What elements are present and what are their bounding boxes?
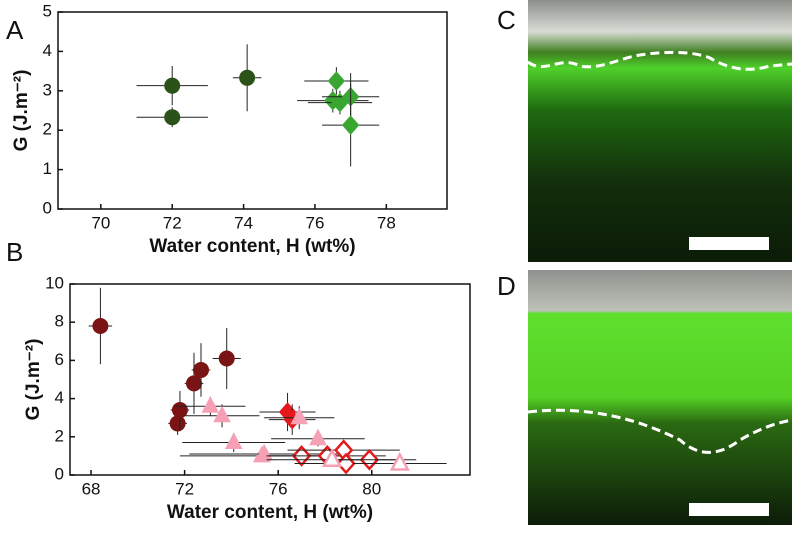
point [185,375,202,392]
y-tick-label: 3 [43,80,52,99]
point [169,415,186,432]
plot-frame [57,11,448,210]
point [309,428,327,446]
y-tick-label: 4 [43,41,52,60]
panel-label: A [6,15,24,45]
point [321,448,343,467]
x-tick-label: 70 [91,213,110,232]
y-axis-title: G (J.m⁻²) [23,339,44,421]
y-tick-label: 8 [55,312,64,331]
x-tick-label: 78 [377,213,396,232]
x-tick-label: 80 [362,479,381,498]
micrograph-d [527,270,793,525]
x-axis-title: Water content, H (wt%) [149,236,355,257]
y-tick-label: 6 [55,350,64,369]
plot-frame [69,283,471,476]
y-tick-label: 4 [55,388,64,407]
point [213,405,231,423]
x-tick-label: 76 [305,213,324,232]
x-tick-label: 72 [163,213,182,232]
y-tick-label: 0 [43,198,52,217]
point [224,432,243,450]
point [164,77,181,94]
y-tick-label: 10 [45,273,64,292]
y-tick-label: 2 [43,120,52,139]
x-tick-label: 76 [269,479,288,498]
point [389,451,410,471]
y-tick-label: 1 [43,159,52,178]
point [92,318,109,335]
point [327,71,346,91]
point [290,407,309,425]
y-tick-label: 5 [43,1,52,20]
point [192,361,209,378]
y-tick-label: 0 [55,464,64,483]
point [336,452,356,475]
point [164,109,181,126]
x-tick-label: 68 [82,479,101,498]
panel-label: B [6,237,23,267]
y-axis-title: G (J.m⁻²) [11,70,32,152]
point [239,69,256,86]
y-tick-label: 2 [55,426,64,445]
panel-label: C [497,5,516,35]
panel-label: D [497,271,516,301]
point [218,350,235,367]
micrograph-c [527,0,793,262]
x-axis-title: Water content, H (wt%) [167,502,373,523]
point [201,396,220,413]
point [341,115,360,135]
x-tick-label: 72 [175,479,194,498]
x-tick-label: 74 [234,213,253,232]
